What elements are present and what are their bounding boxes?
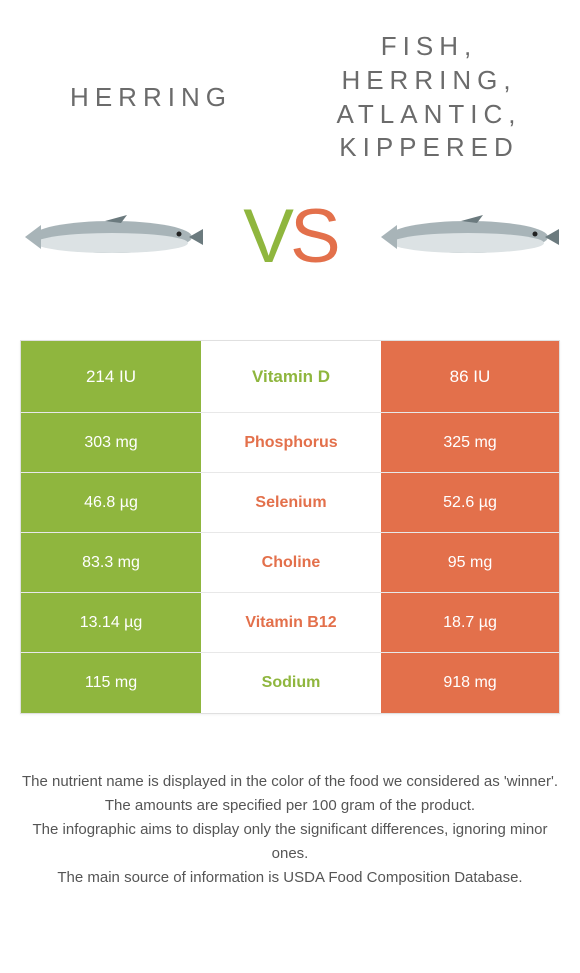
right-value-cell: 95 mg <box>381 533 559 592</box>
nutrient-label-cell: Phosphorus <box>201 413 381 472</box>
table-row: 83.3 mgCholine95 mg <box>21 533 559 593</box>
nutrient-label-cell: Vitamin D <box>201 341 381 412</box>
left-value-cell: 115 mg <box>21 653 201 713</box>
nutrient-label-cell: Selenium <box>201 473 381 532</box>
table-row: 115 mgSodium918 mg <box>21 653 559 713</box>
vs-s-letter: S <box>290 194 337 279</box>
nutrient-label-cell: Choline <box>201 533 381 592</box>
caption-line-4: The main source of information is USDA F… <box>16 866 564 890</box>
caption-line-3: The infographic aims to display only the… <box>16 818 564 866</box>
left-value-cell: 83.3 mg <box>21 533 201 592</box>
herring-icon <box>17 207 207 267</box>
caption-line-1: The nutrient name is displayed in the co… <box>16 770 564 794</box>
vs-v-letter: V <box>243 194 290 279</box>
left-value-cell: 214 IU <box>21 341 201 412</box>
comparison-header: HERRING FISH, HERRING, ATLANTIC, KIPPERE… <box>12 30 568 165</box>
right-value-cell: 86 IU <box>381 341 559 412</box>
caption-line-2: The amounts are specified per 100 gram o… <box>16 794 564 818</box>
right-value-cell: 18.7 µg <box>381 593 559 652</box>
right-food-title-wrap: FISH, HERRING, ATLANTIC, KIPPERED <box>290 30 568 165</box>
left-food-title: HERRING <box>12 81 290 115</box>
table-row: 303 mgPhosphorus325 mg <box>21 413 559 473</box>
left-food-image <box>12 207 212 267</box>
kippered-herring-icon <box>373 207 563 267</box>
left-value-cell: 46.8 µg <box>21 473 201 532</box>
right-value-cell: 52.6 µg <box>381 473 559 532</box>
table-row: 46.8 µgSelenium52.6 µg <box>21 473 559 533</box>
right-value-cell: 325 mg <box>381 413 559 472</box>
table-row: 214 IUVitamin D86 IU <box>21 341 559 413</box>
left-value-cell: 303 mg <box>21 413 201 472</box>
comparison-images: VS <box>12 193 568 280</box>
vs-label: VS <box>220 193 360 280</box>
right-value-cell: 918 mg <box>381 653 559 713</box>
left-value-cell: 13.14 µg <box>21 593 201 652</box>
nutrient-comparison-table: 214 IUVitamin D86 IU303 mgPhosphorus325 … <box>20 340 560 714</box>
left-food-title-wrap: HERRING <box>12 81 290 115</box>
right-food-title: FISH, HERRING, ATLANTIC, KIPPERED <box>290 30 568 165</box>
nutrient-label-cell: Vitamin B12 <box>201 593 381 652</box>
table-row: 13.14 µgVitamin B1218.7 µg <box>21 593 559 653</box>
caption-block: The nutrient name is displayed in the co… <box>12 770 568 890</box>
right-food-image <box>368 207 568 267</box>
nutrient-label-cell: Sodium <box>201 653 381 713</box>
